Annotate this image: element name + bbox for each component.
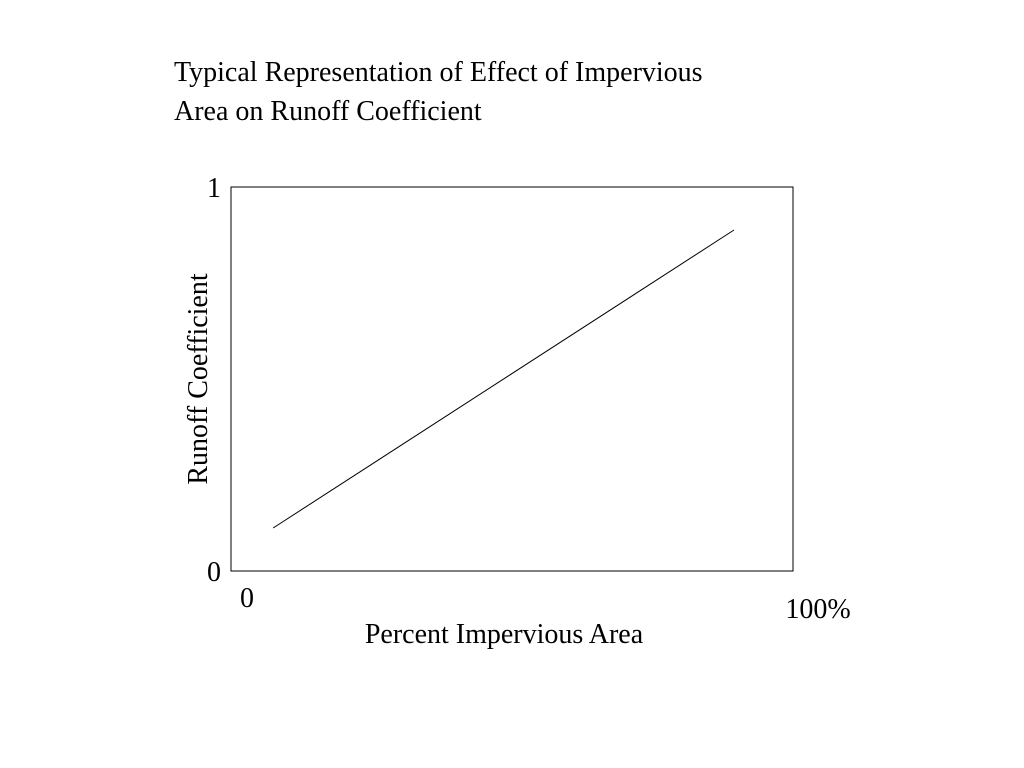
y-tick-label: 0 — [207, 557, 221, 588]
x-tick-label: 0 — [240, 583, 254, 614]
y-axis-label: Runoff Coefficient — [183, 273, 214, 484]
x-tick-label: 100% — [785, 594, 850, 625]
chart-title-line: Typical Representation of Effect of Impe… — [174, 57, 703, 88]
x-axis-label: Percent Impervious Area — [365, 619, 644, 650]
data-line — [272, 229, 735, 529]
y-tick-label: 1 — [207, 173, 221, 204]
plot-frame — [230, 186, 794, 572]
chart-title-line: Area on Runoff Coefficient — [174, 96, 482, 127]
